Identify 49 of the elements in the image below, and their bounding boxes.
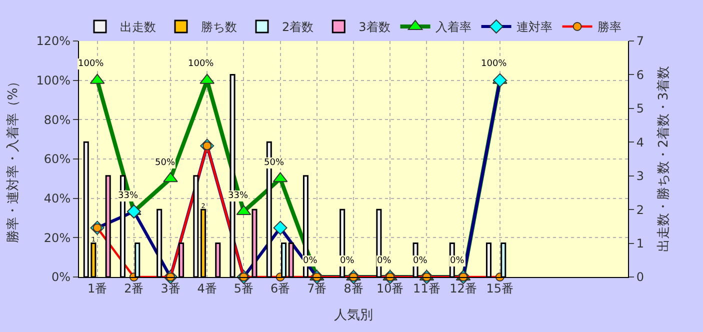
x-tick-label: 2番 [124,281,144,296]
y2-axis-title: 出走数・勝ち数・2着数・3着数 [656,66,672,252]
data-label: 0% [377,256,392,266]
y-tick-label: 80% [44,112,71,127]
legend-label: 2着数 [282,20,314,34]
x-tick-label: 12番 [450,281,477,296]
y2-tick-label: 1 [636,236,644,250]
data-label: 33% [228,191,248,201]
y2-tick-label: 0 [636,270,644,284]
data-label: 0% [450,256,465,266]
data-label: 50% [155,158,176,168]
data-label: 33% [118,191,138,201]
x-tick-label: 5番 [234,281,254,296]
y-tick-label: 120% [36,34,71,48]
data-label: 0% [413,256,428,266]
data-label: 0% [340,256,355,266]
x-tick-label: 8番 [344,281,364,296]
legend-label: 3着数 [358,20,390,34]
y2-tick-label: 6 [636,68,644,82]
x-tick-label: 11番 [413,281,440,296]
x-tick-label: 3番 [160,281,180,296]
data-label: 0% [303,256,318,266]
data-label: 50% [264,158,284,168]
x-tick-label: 4番 [197,281,217,296]
data-label: 100% [188,59,214,69]
data-label: 100% [78,59,104,69]
x-tick-label: 15番 [486,281,514,296]
legend-label: 勝率 [597,20,622,34]
legend-label: 連対率 [516,20,552,34]
y2-tick-label: 2 [636,202,644,217]
y2-tick-label: 4 [636,135,644,150]
x-tick-label: 7番 [307,281,327,296]
y-tick-label: 20% [44,230,71,245]
legend-label: 勝ち数 [201,20,237,34]
y2-tick-label: 5 [636,102,644,116]
data-label: 100% [481,59,508,69]
legend-label: 入着率 [435,20,472,34]
y2-tick-label: 7 [636,34,644,48]
x-axis-title: 人気別 [334,308,373,323]
y-tick-label: 100% [36,74,71,88]
x-tick-label: 1番 [87,281,108,296]
y-axis-title: 勝率・連対率・入着率（%） [5,74,22,244]
legend-label: 出走数 [120,20,156,34]
x-tick-label: 10番 [376,281,404,296]
x-tick-label: 6番 [270,281,290,296]
y2-tick-label: 3 [636,169,644,184]
y-tick-label: 0% [52,270,71,284]
y-tick-label: 40% [44,192,71,206]
y-tick-label: 60% [44,152,71,166]
